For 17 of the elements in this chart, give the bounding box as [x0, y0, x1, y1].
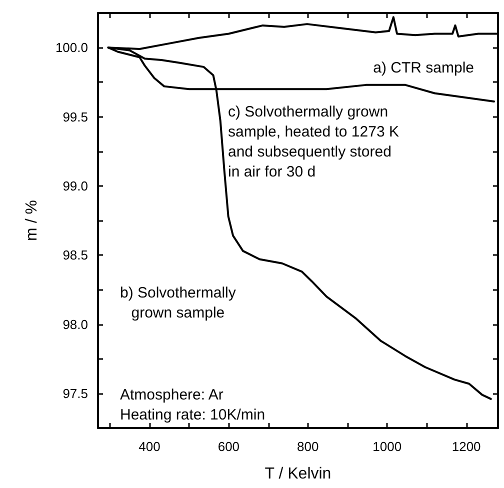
y-tick-label: 99.5 [62, 109, 88, 124]
annotation: c) Solvothermally grown sample, heated to 1273 K and subsequently stored in air for 30 d [228, 104, 399, 180]
text: 98.0 [62, 316, 88, 332]
x-tick-label: 400 [138, 439, 160, 454]
text: 99.0 [62, 178, 88, 194]
x-axis-title: T / Kelvin [264, 466, 332, 482]
annotation: Atmosphere: Ar Heating rate: 10K/min [120, 386, 266, 424]
y-tick-label: 98.5 [62, 248, 88, 263]
text: 100.0 [55, 40, 88, 56]
x-tick-label: 1200 [452, 439, 481, 454]
x-tick-label: 800 [297, 439, 319, 454]
annotation: a) CTR sample [373, 60, 474, 76]
y-tick-label: 97.5 [62, 386, 88, 401]
x-tick-label: 1000 [372, 439, 402, 454]
annotation: b) Solvothermally grown sample [120, 284, 236, 322]
y-axis-title: m / % [24, 200, 40, 241]
x-tick-label: 600 [218, 439, 240, 454]
